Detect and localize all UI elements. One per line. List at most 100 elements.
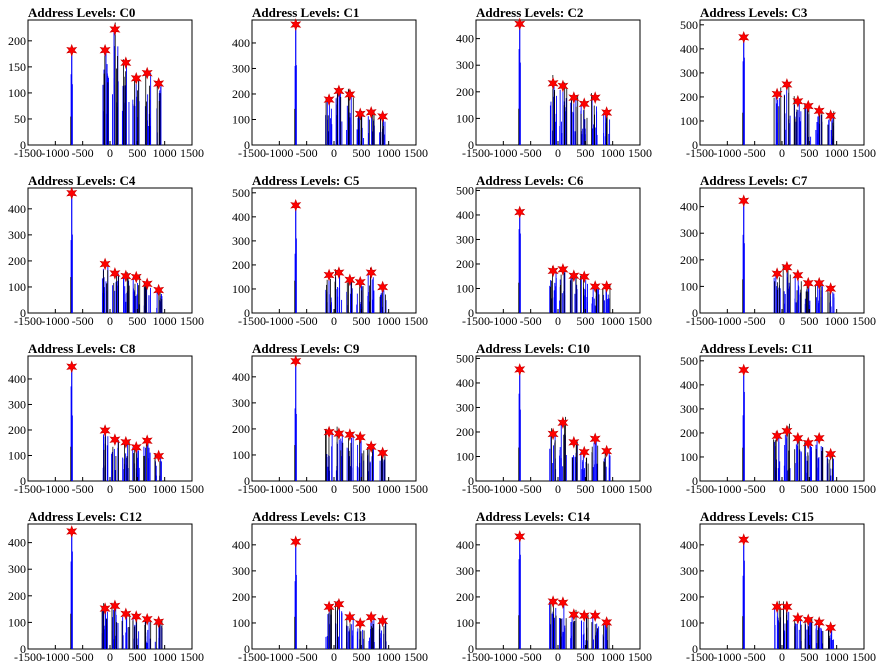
peak-star-icon [547,264,559,278]
y-tick-label: 400 [680,378,698,392]
x-tick-label: 1000 [377,314,401,328]
y-tick-label: 100 [8,448,26,462]
x-tick-label: 1000 [153,650,177,664]
plot-frame [475,355,641,482]
x-tick-label: 500 [352,146,370,160]
y-tick-label: 0 [468,642,474,656]
x-tick-label: -1000 [265,314,293,328]
y-tick-label: 300 [456,400,474,414]
y-tick-label: 200 [8,34,26,48]
x-tick-label: 1000 [377,482,401,496]
y-tick-label: 100 [232,448,250,462]
peak-star-icon [601,106,613,119]
peak-star-icon [802,99,814,113]
y-tick-label: 300 [232,396,250,410]
chart-panel: Address Levels: C14 0 100 200 300 400 -1500 -10… [456,509,652,664]
y-tick-label: 100 [8,615,26,629]
x-tick-label: -1500 [14,314,42,328]
x-tick-label: 500 [576,482,594,496]
x-tick-label: 1000 [377,650,401,664]
peak-star-icon [578,609,590,623]
y-tick-label: 500 [456,351,474,365]
y-tick-label: 300 [456,564,474,578]
x-tick-label: 1000 [153,146,177,160]
chart-panel: Address Levels: C1 0 100 200 300 400 -1500 -100… [232,5,428,160]
peak-star-icon [781,78,793,91]
y-tick-label: 300 [456,232,474,246]
peak-star-icon [771,429,783,443]
y-tick-label: 100 [456,281,474,295]
x-tick-label: 500 [128,314,146,328]
x-tick-label: -1000 [713,146,741,160]
x-tick-label: -1000 [489,482,517,496]
y-tick-label: 300 [680,66,698,80]
x-tick-label: 1500 [852,482,876,496]
peak-star-icon [514,205,526,219]
x-tick-label: 1500 [852,650,876,664]
chart-title: Address Levels: C1 [252,5,359,20]
y-tick-label: 100 [680,450,698,464]
peak-star-icon [323,425,335,439]
x-tick-label: -1500 [686,650,714,664]
peak-star-icon [802,436,814,450]
y-tick-label: 0 [20,306,26,320]
y-tick-label: 0 [692,306,698,320]
peak-star-icon [365,610,377,624]
peak-star-icon [365,105,377,119]
x-tick-label: 1000 [825,482,849,496]
peak-star-icon [802,276,814,290]
peak-star-icon [130,610,142,623]
x-tick-label: 1000 [601,650,625,664]
chart-panel: Address Levels: C0 0 50 100 150 200 -1500 -1000… [8,5,204,160]
x-tick-label: -1500 [462,482,490,496]
peak-star-icon [153,449,165,463]
x-tick-label: 0 [331,146,337,160]
x-tick-label: 500 [352,482,370,496]
plot-frame [251,19,417,146]
y-tick-label: 200 [232,590,250,604]
x-tick-label: 1000 [825,146,849,160]
x-tick-label: -1500 [14,650,42,664]
y-tick-label: 100 [456,616,474,630]
y-tick-label: 400 [680,538,698,552]
peak-star-icon [802,613,814,627]
plot-frame [27,355,193,482]
peak-star-icon [290,18,302,31]
peak-star-icon [589,432,601,446]
plot-frame [27,19,193,146]
y-tick-label: 100 [680,616,698,630]
peak-star-icon [141,434,153,448]
x-tick-label: -500 [72,650,94,664]
y-tick-label: 400 [232,538,250,552]
chart-title: Address Levels: C15 [700,509,814,524]
x-tick-label: 1000 [153,314,177,328]
x-tick-label: -500 [744,146,766,160]
y-tick-label: 300 [232,564,250,578]
y-tick-label: 200 [680,253,698,267]
peak-star-icon [354,430,366,444]
x-tick-label: -1500 [686,146,714,160]
x-tick-label: -1000 [713,482,741,496]
x-tick-label: 0 [331,314,337,328]
chart-panel: Address Levels: C4 0 100 200 300 400 -1500 -100… [8,173,204,328]
x-tick-label: 0 [779,314,785,328]
chart-panel: Address Levels: C60100200300400500-1500-… [456,173,652,328]
peak-star-icon [738,533,750,546]
x-tick-label: -500 [296,650,318,664]
y-tick-label: 400 [456,32,474,46]
plot-frame [699,19,865,146]
peak-star-icon [354,617,366,630]
peak-star-icon [99,602,111,615]
y-tick-label: 400 [456,208,474,222]
peak-star-icon [825,447,837,461]
y-tick-label: 300 [232,61,250,75]
y-tick-label: 200 [456,257,474,271]
x-tick-label: -500 [520,482,542,496]
y-tick-label: 200 [8,423,26,437]
peak-star-icon [547,595,559,608]
plot-frame [251,187,417,314]
chart-panel: Address Levels: C13 0 100 200 300 400 -1500 -10… [232,509,428,664]
x-tick-label: -1000 [713,314,741,328]
x-tick-label: -500 [520,146,542,160]
chart-title: Address Levels: C0 [28,5,135,20]
